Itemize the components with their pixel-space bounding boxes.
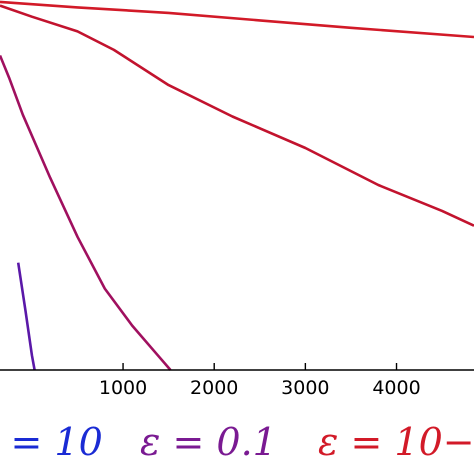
series-line-3 (0, 0, 474, 39)
legend-entry-eps-1e-3: ε = 10−3 (318, 420, 474, 464)
x-tick-label: 2000 (190, 377, 238, 399)
x-tick-label: 3000 (281, 377, 329, 399)
x-ticks: 1000 2000 3000 4000 (99, 363, 421, 399)
legend: ε = 10 ε = 0.1 ε = 10−3 (0, 420, 474, 464)
x-tick-label: 4000 (372, 377, 420, 399)
series-line-2 (0, 4, 474, 227)
series-line-1 (0, 55, 172, 371)
legend-text: ε = 10−3 (318, 420, 474, 464)
legend-text: ε = 10 (0, 420, 103, 464)
plot-area (0, 0, 474, 371)
legend-entry-eps-0-1: ε = 0.1 (140, 420, 277, 464)
legend-entry-eps-10: ε = 10 (0, 420, 103, 464)
x-tick-label: 1000 (99, 377, 147, 399)
series-line-0 (16, 262, 36, 371)
legend-text: ε = 0.1 (140, 420, 277, 464)
